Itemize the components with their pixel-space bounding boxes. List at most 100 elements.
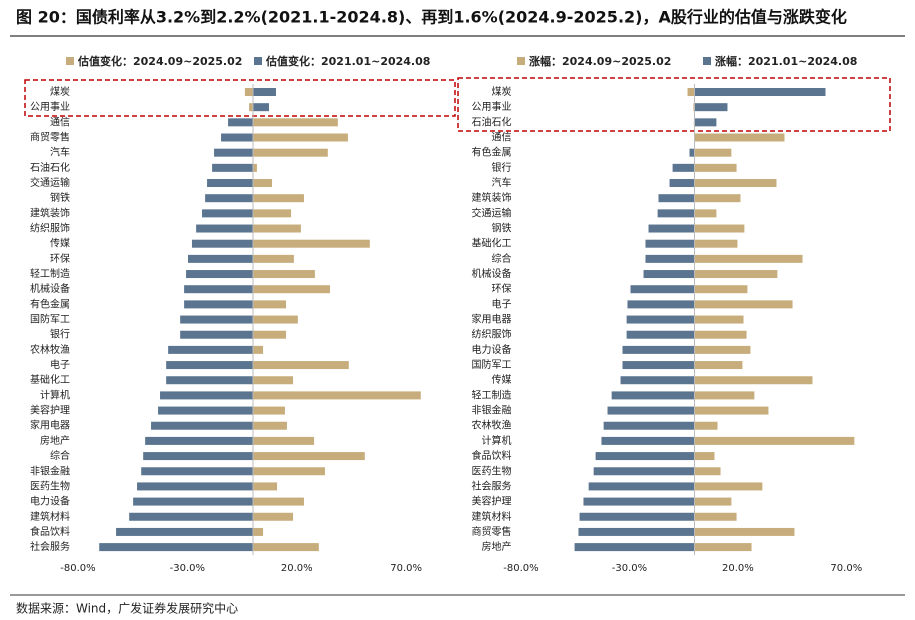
bar (626, 330, 695, 339)
bar (694, 148, 732, 157)
category-label: 医药生物 (30, 479, 70, 492)
bar (253, 133, 348, 142)
category-label: 基础化工 (472, 237, 512, 250)
bar (694, 103, 728, 112)
legend-label: 估值变化：2024.09~2025.02 (77, 54, 242, 68)
bar (620, 376, 695, 385)
bar (253, 543, 319, 552)
category-label: 非银金融 (30, 464, 70, 477)
category-label: 商贸零售 (30, 131, 70, 144)
category-label: 基础化工 (30, 373, 70, 386)
category-label: 煤炭 (50, 85, 70, 98)
category-label: 国防军工 (30, 313, 70, 326)
category-label: 电力设备 (30, 495, 70, 508)
bar (645, 254, 695, 263)
category-label: 家用电器 (472, 313, 512, 326)
category-label: 煤炭 (492, 85, 512, 98)
category-label: 环保 (50, 252, 70, 265)
bar (694, 133, 785, 142)
category-label: 轻工制造 (472, 388, 512, 401)
bar (253, 148, 328, 157)
category-label: 商贸零售 (472, 525, 512, 538)
category-label: 机械设备 (30, 282, 70, 295)
bar (694, 270, 778, 279)
legend-label: 估值变化：2021.01~2024.08 (265, 54, 430, 68)
bar (253, 436, 315, 445)
bar (694, 254, 803, 263)
bar (607, 406, 695, 415)
category-label: 食品饮料 (30, 525, 70, 538)
category-label: 美容护理 (472, 495, 512, 508)
bar (694, 543, 752, 552)
bar (693, 103, 695, 112)
highlight-box (24, 79, 456, 117)
bar (160, 391, 253, 400)
category-label: 建筑装饰 (30, 206, 70, 219)
bar (687, 88, 695, 96)
category-label: 电力设备 (472, 343, 512, 356)
bar (228, 118, 253, 127)
bar (191, 239, 253, 248)
bar (578, 527, 695, 536)
category-label: 综合 (50, 449, 70, 462)
bar (694, 88, 826, 96)
bar (253, 482, 278, 491)
bar (212, 163, 253, 172)
bar (694, 315, 744, 324)
bar (253, 361, 349, 370)
bar (253, 88, 276, 96)
bar (253, 467, 325, 476)
bar (253, 224, 301, 233)
category-label: 农林牧渔 (472, 419, 512, 432)
bar (694, 436, 855, 445)
category-label: 有色金属 (30, 297, 70, 310)
bar (137, 482, 253, 491)
bar (253, 285, 330, 294)
category-label: 轻工制造 (30, 267, 70, 280)
bar (694, 497, 732, 506)
bar (249, 103, 253, 112)
x-tick-label: 70.0% (830, 563, 862, 574)
bar (253, 254, 294, 263)
legend-label: 涨幅：2021.01~2024.08 (715, 54, 857, 68)
bar (574, 543, 695, 552)
bar (658, 194, 695, 203)
bar (253, 497, 304, 506)
bar (253, 406, 285, 415)
bar (180, 330, 253, 339)
bar (186, 270, 253, 279)
category-label: 钢铁 (492, 222, 512, 235)
category-label: 计算机 (40, 388, 70, 401)
bar (601, 436, 695, 445)
bar (214, 148, 253, 157)
category-label: 传媒 (50, 238, 70, 250)
bar (694, 452, 715, 461)
category-label: 交通运输 (472, 206, 512, 219)
bar (630, 285, 695, 294)
bar (694, 179, 777, 188)
bar (672, 163, 695, 172)
legend-swatch (66, 57, 74, 65)
bar (583, 497, 695, 506)
legend-swatch (703, 57, 711, 65)
category-label: 建筑材料 (472, 510, 512, 523)
bar (253, 163, 257, 172)
x-tick-label: 20.0% (722, 563, 754, 574)
bar (188, 254, 253, 263)
bar (694, 376, 813, 385)
category-label: 汽车 (492, 176, 512, 189)
bar (129, 512, 253, 521)
source: 数据来源：Wind，广发证券发展研究中心 (16, 601, 238, 616)
category-label: 汽车 (50, 146, 70, 159)
category-label: 食品饮料 (472, 449, 512, 462)
bar (205, 194, 253, 203)
category-label: 银行 (50, 328, 70, 341)
bar (648, 224, 695, 233)
category-label: 机械设备 (472, 267, 512, 280)
bar (202, 209, 253, 218)
bar (694, 209, 717, 218)
bar (133, 497, 253, 506)
category-label: 电子 (50, 358, 70, 371)
bar (253, 345, 264, 354)
